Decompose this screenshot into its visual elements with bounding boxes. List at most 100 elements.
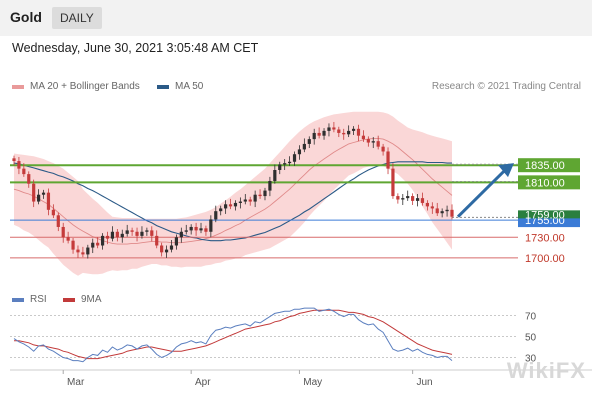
candle-body <box>125 230 129 234</box>
ma20-line <box>13 137 453 245</box>
candle-body <box>406 196 410 199</box>
candle-body <box>189 226 193 231</box>
timeframe-button[interactable]: DAILY <box>52 7 102 29</box>
candle-body <box>253 194 257 202</box>
candle-body <box>396 196 400 200</box>
candle-body <box>17 161 21 169</box>
rsi-level-label: 50 <box>525 333 537 344</box>
candle-body <box>12 158 16 162</box>
candle-body <box>297 149 302 155</box>
rsi-legend-rsi: RSI <box>12 294 47 305</box>
candle-body <box>386 151 390 169</box>
candle-body <box>86 247 90 255</box>
bollinger-band-area <box>14 111 452 276</box>
candle-body <box>56 215 60 227</box>
watermark-logo: WikiFX <box>506 358 586 383</box>
candle-body <box>361 135 366 140</box>
price-level-box-0 <box>518 158 580 173</box>
candle-body <box>199 228 203 231</box>
candle-body <box>179 231 183 238</box>
candle-body <box>381 146 385 152</box>
x-tick-label: Jun <box>416 377 432 388</box>
rsi-legend-ma: 9MA <box>63 294 102 305</box>
candle-body <box>61 226 65 238</box>
candle-body <box>66 237 70 241</box>
candle-body <box>278 164 282 170</box>
candle-body <box>32 183 36 202</box>
current-price-label: 1759.00 <box>525 209 565 221</box>
current-price-box <box>518 210 580 219</box>
candle-body <box>160 245 164 253</box>
candle-body <box>430 206 434 209</box>
candle-body <box>96 242 100 246</box>
candle-body <box>164 249 169 253</box>
candle-body <box>100 235 105 246</box>
header-bar: Gold DAILY <box>0 0 592 36</box>
candle-body <box>91 242 95 248</box>
candle-body <box>46 192 51 210</box>
ma50-legend-label: MA 50 <box>175 81 204 92</box>
candle-body <box>238 201 242 203</box>
candle-body <box>322 130 326 136</box>
candle-body <box>115 231 119 238</box>
candle-body <box>184 230 188 232</box>
candle-body <box>273 170 277 181</box>
candle-body <box>356 128 361 136</box>
candle-body <box>41 192 46 195</box>
candle-body <box>332 127 336 130</box>
price-level-box-1 <box>518 175 580 190</box>
candle-body <box>76 249 80 253</box>
candle-body <box>110 231 115 239</box>
candle-body <box>150 230 154 236</box>
rsi-level-label: 70 <box>525 312 537 323</box>
candle-body <box>411 196 415 201</box>
price-legend-ma20: MA 20 + Bollinger Bands <box>12 81 140 92</box>
timestamp: Wednesday, June 30, 2021 3:05:48 AM CET <box>12 41 259 55</box>
candle-body <box>169 245 174 250</box>
ma50-swatch <box>157 84 169 89</box>
rsi-swatch <box>12 297 24 302</box>
candle-body <box>263 190 267 197</box>
candle-body <box>366 139 370 143</box>
rsi-ma-legend-label: 9MA <box>81 294 102 305</box>
credit-text: Research © 2021 Trading Central <box>431 81 581 92</box>
candle-body <box>302 143 306 150</box>
x-tick-label: May <box>303 377 322 388</box>
candle-body <box>27 174 31 184</box>
candle-body <box>391 168 395 197</box>
candle-body <box>283 163 287 165</box>
candle-body <box>243 199 247 202</box>
candle-body <box>440 211 444 214</box>
candle-body <box>140 231 144 236</box>
rsi-legend-label: RSI <box>30 294 47 305</box>
candle-body <box>312 132 316 140</box>
candle-body <box>135 231 139 236</box>
ma20-legend-label: MA 20 + Bollinger Bands <box>30 81 140 92</box>
candle-body <box>120 233 124 238</box>
forecast-arrow-head <box>498 163 514 178</box>
candle-body <box>130 230 134 232</box>
candle-body <box>425 202 429 207</box>
candle-body <box>351 128 356 131</box>
candle-body <box>445 209 449 212</box>
price-level-label-4: 1700.00 <box>525 253 565 265</box>
candle-body <box>287 161 292 164</box>
candle-body <box>224 204 228 209</box>
candle-body <box>219 208 223 212</box>
candle-body <box>228 204 233 207</box>
candle-body <box>105 235 110 239</box>
candle-body <box>450 209 454 217</box>
candle-body <box>37 194 41 202</box>
candle-body <box>204 228 208 232</box>
forecast-arrow-shaft <box>456 168 508 218</box>
rsi-level-label: 30 <box>525 354 537 365</box>
price-level-label-1: 1810.00 <box>525 177 565 189</box>
candle-body <box>327 127 331 131</box>
candle-body <box>22 168 26 175</box>
candle-body <box>51 209 55 216</box>
candle-body <box>81 252 85 255</box>
candle-body <box>233 202 238 207</box>
candle-body <box>307 139 311 144</box>
instrument-title: Gold <box>10 9 42 25</box>
